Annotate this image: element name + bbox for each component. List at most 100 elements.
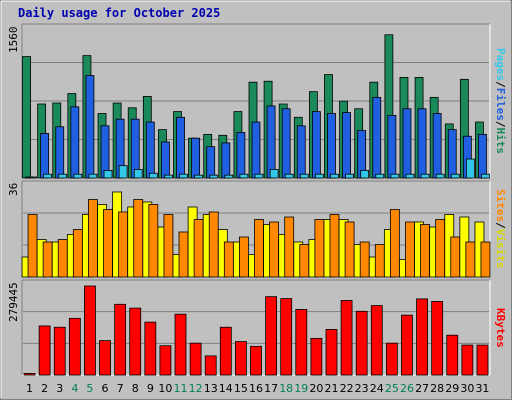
pages-legend: Pages <box>494 48 507 82</box>
x-tick-label-day-25: 25 <box>385 382 399 395</box>
bar-sites-day-12 <box>193 219 204 278</box>
bar-files-day-2 <box>40 133 50 179</box>
bar-kbytes-day-26 <box>401 314 413 376</box>
bar-pages-day-7 <box>118 165 128 179</box>
bar-kbytes-day-24 <box>370 305 383 376</box>
x-tick-label-day-18: 18 <box>279 382 293 395</box>
bar-pages-day-2 <box>43 173 53 179</box>
bar-pages-day-24 <box>375 173 385 179</box>
x-tick-label-day-3: 3 <box>56 382 63 395</box>
bar-kbytes-day-12 <box>189 342 202 376</box>
visits-legend: Visits <box>494 228 507 269</box>
bar-kbytes-day-4 <box>68 317 81 376</box>
bar-pages-day-30 <box>465 158 475 179</box>
bar-hits-day-1 <box>22 56 31 179</box>
bar-sites-day-3 <box>57 239 68 278</box>
x-tick-label-day-22: 22 <box>340 382 354 395</box>
bar-files-day-28 <box>432 113 442 179</box>
bar-files-day-26 <box>402 108 412 179</box>
bar-sites-day-21 <box>329 214 340 278</box>
bar-sites-day-4 <box>72 229 83 278</box>
bar-kbytes-day-30 <box>461 344 474 376</box>
bar-pages-day-22 <box>345 173 354 179</box>
bar-pages-day-28 <box>435 173 445 179</box>
bar-files-day-25 <box>387 114 397 179</box>
bar-sites-day-27 <box>420 224 430 278</box>
bar-kbytes-day-18 <box>280 298 293 376</box>
x-tick-label-day-6: 6 <box>102 382 109 395</box>
panel2-axis-label: Sites/Visits <box>494 189 507 269</box>
bar-pages-day-8 <box>133 169 143 179</box>
x-tick-label-day-11: 11 <box>174 382 188 395</box>
bar-kbytes-day-3 <box>53 326 66 376</box>
bar-kbytes-day-9 <box>144 321 157 376</box>
bar-files-day-31 <box>478 133 487 179</box>
bar-pages-day-1 <box>28 176 37 179</box>
bar-files-day-15 <box>236 132 246 179</box>
bar-sites-day-11 <box>178 231 189 278</box>
x-tick-label-day-8: 8 <box>132 382 139 395</box>
x-tick-label-day-14: 14 <box>219 382 233 395</box>
bar-pages-day-26 <box>405 173 415 179</box>
bar-files-day-16 <box>251 121 261 179</box>
bar-sites-day-7 <box>118 211 129 278</box>
bar-kbytes-day-19 <box>295 308 308 376</box>
bar-pages-day-27 <box>420 173 430 179</box>
chart-title: Daily usage for October 2025 <box>18 6 221 20</box>
bar-kbytes-day-29 <box>446 334 459 376</box>
bar-sites-day-25 <box>389 209 400 278</box>
bar-sites-day-1 <box>27 214 38 278</box>
bar-kbytes-day-13 <box>204 355 217 376</box>
bar-kbytes-day-23 <box>355 310 368 376</box>
bar-pages-day-20 <box>314 173 324 179</box>
bar-sites-day-19 <box>299 244 310 278</box>
bar-kbytes-day-8 <box>129 307 142 376</box>
x-tick-label-day-7: 7 <box>117 382 124 395</box>
bar-kbytes-day-15 <box>235 341 247 376</box>
bar-pages-day-17 <box>269 169 279 179</box>
x-tick-label-day-29: 29 <box>445 382 459 395</box>
bar-pages-day-16 <box>254 173 264 179</box>
bar-kbytes-day-7 <box>114 303 127 376</box>
bar-pages-day-15 <box>239 173 249 179</box>
bar-files-day-10 <box>161 141 170 179</box>
x-tick-label-day-23: 23 <box>355 382 369 395</box>
bar-pages-day-29 <box>450 173 460 179</box>
bar-sites-day-16 <box>254 219 264 278</box>
bar-sites-day-13 <box>208 211 219 278</box>
x-tick-label-day-4: 4 <box>71 382 78 395</box>
bar-files-day-13 <box>206 146 216 179</box>
bar-sites-day-14 <box>223 241 234 278</box>
bar-sites-day-2 <box>42 241 53 278</box>
files-legend: Files <box>494 87 507 121</box>
bar-files-day-21 <box>327 113 336 179</box>
bar-kbytes-day-5 <box>84 285 96 376</box>
bar-files-day-9 <box>145 121 155 179</box>
bar-sites-day-26 <box>405 221 415 278</box>
bar-kbytes-day-1 <box>23 373 36 376</box>
bar-files-day-27 <box>417 108 427 179</box>
bar-kbytes-day-20 <box>310 337 323 376</box>
bar-sites-day-5 <box>88 199 98 278</box>
bar-kbytes-day-28 <box>431 301 444 376</box>
panel1-max-label: 1560 <box>7 26 20 54</box>
bar-sites-day-10 <box>163 214 174 278</box>
bar-files-day-22 <box>342 112 351 179</box>
bar-pages-day-4 <box>73 173 83 179</box>
x-tick-label-day-31: 31 <box>475 382 489 395</box>
bar-pages-day-23 <box>360 170 370 179</box>
bar-files-day-4 <box>70 106 80 179</box>
bar-kbytes-day-16 <box>250 345 262 376</box>
x-tick-label-day-2: 2 <box>41 382 48 395</box>
bar-sites-day-6 <box>103 209 113 278</box>
bar-files-day-24 <box>372 96 382 179</box>
bar-pages-day-13 <box>209 174 219 179</box>
bar-files-day-18 <box>281 108 291 179</box>
x-tick-label-day-1: 1 <box>26 382 33 395</box>
x-tick-label-day-26: 26 <box>400 382 414 395</box>
bar-pages-day-11 <box>179 173 188 179</box>
x-tick-label-day-17: 17 <box>264 382 278 395</box>
bar-kbytes-day-14 <box>219 326 232 376</box>
x-tick-label-day-28: 28 <box>430 382 444 395</box>
